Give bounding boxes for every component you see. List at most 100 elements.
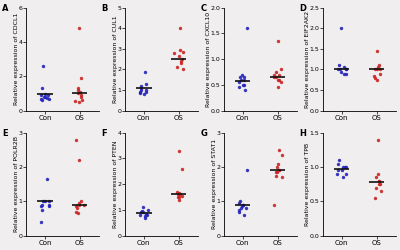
- Point: [75, 211, 81, 215]
- Text: H: H: [299, 128, 306, 138]
- Point: [143, 88, 150, 92]
- Point: [45, 93, 52, 97]
- Point: [176, 26, 183, 30]
- Point: [175, 195, 182, 199]
- Point: [38, 220, 44, 224]
- Point: [78, 98, 85, 102]
- Point: [373, 186, 379, 190]
- Point: [40, 199, 46, 203]
- Point: [335, 168, 341, 172]
- Y-axis label: Relative expression of EIF2AK2: Relative expression of EIF2AK2: [305, 10, 310, 108]
- Text: E: E: [2, 128, 8, 138]
- Point: [140, 205, 146, 209]
- Point: [178, 194, 185, 198]
- Point: [76, 201, 82, 205]
- Point: [275, 39, 282, 43]
- Point: [178, 61, 184, 65]
- Point: [78, 95, 84, 99]
- Point: [73, 204, 79, 208]
- Point: [138, 209, 145, 213]
- Point: [376, 179, 382, 183]
- Point: [238, 206, 244, 210]
- Point: [372, 76, 379, 80]
- Point: [244, 26, 250, 30]
- Point: [39, 208, 46, 212]
- Point: [46, 204, 52, 208]
- Point: [239, 204, 246, 208]
- Point: [42, 95, 48, 99]
- Point: [377, 72, 384, 76]
- Y-axis label: Relative expression of STAT1: Relative expression of STAT1: [212, 139, 216, 229]
- Point: [74, 86, 81, 90]
- Point: [137, 91, 143, 95]
- Point: [177, 48, 184, 52]
- Point: [76, 26, 82, 30]
- Point: [76, 100, 82, 104]
- Point: [376, 182, 382, 186]
- Point: [177, 192, 184, 196]
- Point: [176, 191, 182, 195]
- Point: [377, 68, 384, 71]
- Point: [272, 75, 279, 79]
- Text: B: B: [101, 4, 108, 13]
- Point: [341, 66, 347, 70]
- Point: [74, 206, 80, 210]
- Point: [270, 72, 277, 76]
- Point: [138, 86, 144, 90]
- Point: [136, 90, 143, 94]
- Point: [78, 93, 84, 97]
- Point: [175, 149, 182, 153]
- Y-axis label: Relative expression of POLR2B: Relative expression of POLR2B: [14, 136, 19, 232]
- Point: [340, 165, 346, 169]
- Point: [77, 90, 84, 94]
- Point: [279, 175, 285, 179]
- Point: [179, 167, 185, 171]
- Point: [141, 92, 147, 96]
- Point: [342, 165, 348, 169]
- Point: [373, 175, 379, 179]
- Text: G: G: [200, 128, 207, 138]
- Point: [374, 68, 380, 71]
- Y-axis label: Relative expression of CXCL10: Relative expression of CXCL10: [206, 12, 211, 107]
- Point: [76, 203, 82, 207]
- Point: [45, 97, 52, 101]
- Point: [278, 80, 284, 84]
- Point: [339, 168, 345, 172]
- Point: [336, 63, 342, 67]
- Point: [176, 198, 182, 202]
- Point: [274, 170, 280, 174]
- Point: [39, 98, 46, 102]
- Point: [142, 214, 148, 218]
- Y-axis label: Relative expression of CDCL1: Relative expression of CDCL1: [14, 13, 19, 105]
- Y-axis label: Relative expression of PTEN: Relative expression of PTEN: [113, 140, 118, 228]
- Point: [334, 162, 341, 166]
- Text: A: A: [2, 4, 9, 13]
- Point: [239, 203, 246, 207]
- Point: [72, 210, 79, 214]
- Point: [38, 97, 44, 101]
- Point: [343, 172, 349, 176]
- Point: [38, 204, 44, 208]
- Y-axis label: Relative expression of TPB: Relative expression of TPB: [305, 142, 310, 226]
- Point: [272, 174, 279, 178]
- Y-axis label: Relative expression of CUL1: Relative expression of CUL1: [113, 15, 118, 103]
- Point: [270, 75, 277, 79]
- Point: [138, 88, 144, 92]
- Point: [273, 70, 279, 74]
- Point: [174, 190, 180, 194]
- Point: [374, 78, 380, 82]
- Point: [236, 86, 242, 89]
- Point: [73, 138, 79, 141]
- Point: [44, 177, 50, 181]
- Point: [236, 210, 242, 214]
- Point: [38, 86, 45, 90]
- Point: [244, 168, 250, 172]
- Point: [140, 210, 146, 214]
- Point: [278, 68, 284, 71]
- Point: [375, 63, 382, 67]
- Point: [78, 76, 84, 80]
- Point: [274, 78, 281, 82]
- Point: [142, 70, 148, 73]
- Point: [375, 172, 382, 176]
- Point: [178, 59, 184, 63]
